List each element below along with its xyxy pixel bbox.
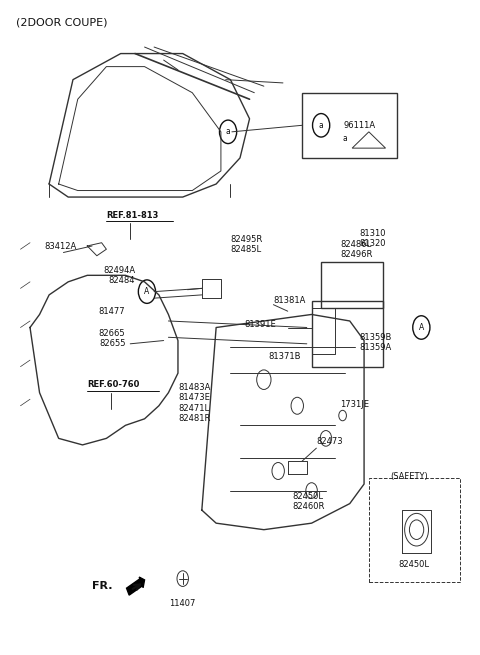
- Text: 81371B: 81371B: [269, 352, 301, 362]
- FancyArrow shape: [127, 577, 144, 595]
- Bar: [321, 262, 383, 308]
- Text: 81310
81320: 81310 81320: [360, 229, 386, 248]
- Text: (2DOOR COUPE): (2DOOR COUPE): [16, 18, 107, 28]
- Text: 82665
82655: 82665 82655: [99, 329, 125, 348]
- Text: (SAFETY): (SAFETY): [390, 472, 428, 481]
- Text: 82450L: 82450L: [399, 560, 430, 569]
- Text: 82486L
82496R: 82486L 82496R: [340, 240, 372, 259]
- Text: 83412A: 83412A: [44, 242, 77, 251]
- Text: 81381A: 81381A: [274, 295, 306, 305]
- Text: 96111A: 96111A: [343, 121, 375, 130]
- Text: A: A: [144, 287, 150, 296]
- Text: a: a: [343, 134, 348, 143]
- Bar: [302, 93, 397, 158]
- Text: 82494A
82484: 82494A 82484: [103, 266, 135, 285]
- Bar: [312, 301, 383, 367]
- Text: 81359B
81359A: 81359B 81359A: [360, 333, 392, 352]
- Text: REF.81-813: REF.81-813: [107, 211, 159, 220]
- Text: A: A: [419, 323, 424, 332]
- Text: a: a: [319, 121, 324, 130]
- Bar: [369, 477, 459, 582]
- Text: 82495R
82485L: 82495R 82485L: [230, 235, 263, 254]
- Text: a: a: [226, 127, 230, 136]
- Text: 81483A
81473E
82471L
82481R: 81483A 81473E 82471L 82481R: [178, 383, 210, 423]
- Text: FR.: FR.: [92, 582, 113, 591]
- Text: 81477: 81477: [99, 307, 125, 316]
- Text: 82450L
82460R: 82450L 82460R: [292, 492, 325, 512]
- Text: REF.60-760: REF.60-760: [87, 381, 140, 390]
- Text: 1731JE: 1731JE: [340, 400, 369, 409]
- Text: 82473: 82473: [316, 437, 343, 446]
- Text: 11407: 11407: [169, 599, 196, 608]
- Text: 81391E: 81391E: [245, 320, 276, 329]
